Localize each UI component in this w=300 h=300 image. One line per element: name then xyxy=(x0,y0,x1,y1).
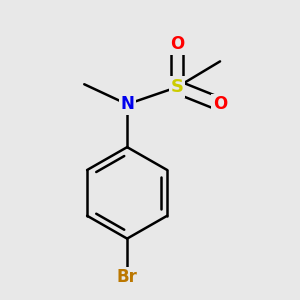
Text: Br: Br xyxy=(117,268,138,286)
Text: S: S xyxy=(171,78,184,96)
Text: N: N xyxy=(120,95,134,113)
Text: O: O xyxy=(213,95,227,113)
Text: O: O xyxy=(170,35,184,53)
